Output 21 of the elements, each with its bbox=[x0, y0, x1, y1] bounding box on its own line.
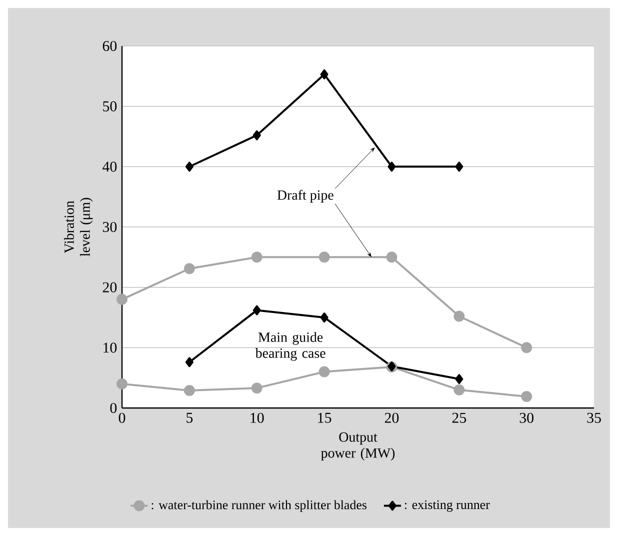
x-tick-label: 25 bbox=[452, 412, 466, 423]
x-tick-label: 30 bbox=[520, 412, 534, 423]
y-axis-title: Vibration level (μm) bbox=[64, 198, 93, 256]
annotation: Draft pipe bbox=[277, 190, 334, 203]
x-tick-label: 15 bbox=[318, 412, 332, 423]
legend-label: : water-turbine runner with splitter blades bbox=[152, 500, 367, 512]
y-tick-label: 40 bbox=[102, 162, 117, 172]
y-tick-label: 60 bbox=[102, 40, 117, 52]
x-tick-label: 5 bbox=[186, 412, 193, 423]
x-tick-label: 10 bbox=[250, 412, 264, 423]
y-tick-label: 50 bbox=[103, 101, 117, 112]
y-tick-label: 10 bbox=[104, 342, 117, 353]
x-tick-label: 20 bbox=[384, 412, 399, 423]
x-axis-title: Output power (MW) bbox=[321, 432, 395, 461]
annotation: Main guide bearing case bbox=[255, 332, 326, 361]
y-tick-label: 20 bbox=[102, 282, 117, 292]
y-tick-label: 30 bbox=[102, 222, 117, 232]
legend-label: : existing runner bbox=[404, 500, 490, 512]
y-tick-label: 0 bbox=[110, 402, 117, 414]
x-tick-label: 0 bbox=[118, 412, 126, 423]
x-tick-label: 35 bbox=[587, 412, 601, 423]
